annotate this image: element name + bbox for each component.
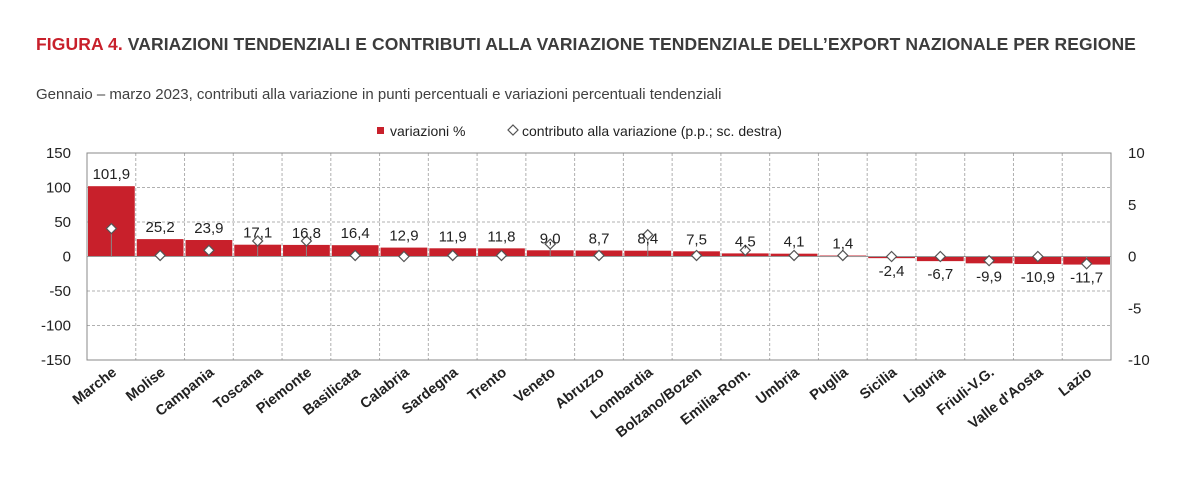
x-category-label: Sardegna [399,364,462,418]
bar-data-label: 11,9 [439,228,467,245]
y-axis-right: 10 5 0 -5 -10 [1128,145,1150,369]
legend-marker-swatch [507,124,519,136]
contribution-marker [544,238,557,250]
x-category-label: Bolzano/Bozen [613,365,705,442]
contribution-marker [1080,257,1093,270]
y-left-tick-label: 0 [63,249,71,266]
bar-data-label: 1,4 [832,236,853,253]
contribution-marker [105,222,118,235]
bar-data-label: 12,9 [389,228,418,245]
contribution-marker [593,249,605,262]
bar-data-label: 16,8 [292,225,321,242]
bar-data-label: -9,9 [976,268,1002,285]
bar [136,239,184,257]
y-left-tick-label: 100 [46,180,71,197]
bar-data-label: -11,7 [1070,270,1103,287]
x-category-label: Umbria [753,364,803,408]
contribution-marker [300,235,313,247]
y-left-tick-label: 50 [54,214,71,231]
y-axis-left: 150 100 50 0 -50 -100 -150 [41,145,71,369]
legend-bar-label: variazioni % [390,123,465,139]
contribution-marker [788,249,800,262]
y-right-tick-label: 10 [1128,145,1145,162]
bar-data-label: 9,0 [540,230,561,247]
contribution-marker [398,250,410,263]
x-category-label: Trento [465,364,510,404]
y-left-tick-label: -100 [41,318,71,335]
x-category-label: Marche [70,365,120,409]
bar-data-label: 16,4 [341,225,370,242]
contribution-series [105,222,1093,270]
x-category-label: Sicilia [857,364,901,403]
contribution-marker [739,244,752,257]
bar-data-label: 8,7 [589,230,610,247]
y-right-tick-label: 5 [1128,197,1136,214]
contribution-marker [349,249,362,262]
bar-data-label: -2,4 [879,263,905,280]
x-axis-categories: Marche MoliseCampaniaToscanaPiemonteBasil… [70,364,1095,441]
bar-data-label: 25,2 [146,219,175,236]
y-left-tick-label: 150 [46,145,71,162]
bar-data-label: 8,4 [637,231,658,248]
data-labels: 101,9 25,2 23,9 17,1 16,8 16,4 12,9 11,9 11,8 9,0… [93,166,1104,286]
contribution-marker [154,249,166,262]
bar-data-label: 4,1 [784,234,805,251]
contribution-marker [983,254,995,267]
chart-title: FIGURA 4. VARIAZIONI TENDENZIALI E CONTR… [36,33,1166,56]
bar-data-label: 101,9 [93,166,131,183]
y-left-tick-label: -150 [41,352,71,369]
x-category-label: Molise [123,365,168,405]
y-right-tick-label: -10 [1128,352,1150,369]
bar-data-label: 23,9 [194,220,223,237]
contribution-marker [203,244,215,257]
contribution-marker [495,249,508,262]
figure-title: VARIAZIONI TENDENZIALI E CONTRIBUTI ALLA… [127,34,1136,54]
legend-bar-swatch [377,127,384,134]
contribution-marker [446,249,459,262]
bar-data-label: -10,9 [1021,269,1055,286]
legend: variazioni % contributo alla variazione … [377,123,782,139]
x-category-label: Puglia [807,364,852,404]
chart-subtitle: Gennaio – marzo 2023, contributi alla va… [36,86,722,103]
y-right-tick-label: -5 [1128,300,1141,317]
contribution-marker [934,250,947,263]
legend-marker-label: contributo alla variazione (p.p.; sc. de… [522,123,782,139]
contribution-marker [641,228,654,241]
x-category-label: Lazio [1056,364,1095,400]
contribution-marker [1032,250,1044,263]
bar-data-label: -6,7 [927,266,953,283]
bar-data-label: 17,1 [243,225,272,242]
y-left-tick-label: -50 [49,283,71,300]
contribution-marker [836,249,849,262]
figure-label: FIGURA 4. [36,34,123,54]
y-right-tick-label: 0 [1128,249,1136,266]
bar-data-label: 4,5 [735,233,756,250]
contribution-marker [690,249,703,262]
contribution-marker [885,250,898,263]
bar-data-label: 11,8 [487,228,515,245]
contribution-marker [251,235,264,247]
bar-data-label: 7,5 [686,231,707,248]
